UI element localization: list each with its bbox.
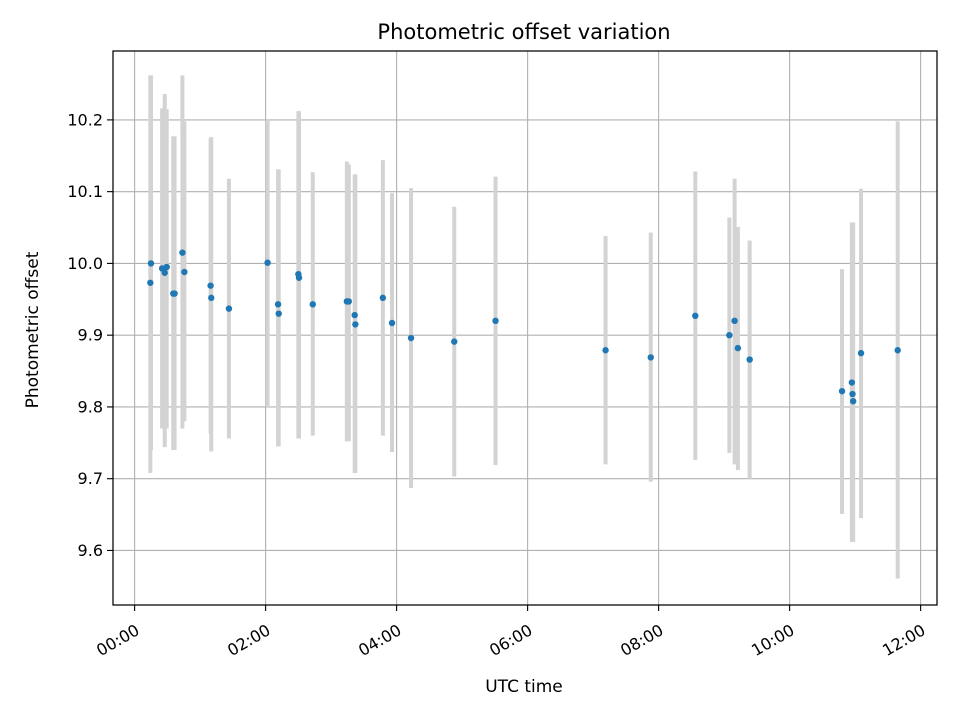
data-point (734, 344, 742, 352)
data-point (345, 298, 353, 305)
data-point (147, 260, 155, 267)
data-point (208, 294, 215, 302)
data-point (147, 279, 154, 286)
data-point (602, 347, 609, 354)
data-point (161, 269, 168, 276)
data-point (309, 301, 316, 308)
y-tick-label: 10.2 (67, 110, 103, 129)
data-point (181, 268, 188, 276)
data-point (379, 294, 387, 302)
data-point (275, 310, 282, 317)
y-tick-label: 9.7 (78, 469, 103, 488)
data-point (857, 349, 865, 357)
data-point (171, 290, 178, 297)
data-point (692, 312, 699, 320)
x-axis-label: UTC time (485, 677, 563, 697)
data-point (849, 390, 856, 398)
y-tick-label: 9.9 (78, 326, 103, 345)
data-point (352, 321, 359, 328)
y-axis-ticks: 9.6 9.7 9.8 9.9 10.0 10.1 10.2 (67, 110, 113, 560)
chart-title: Photometric offset variation (377, 20, 670, 44)
y-tick-label: 10.0 (67, 254, 103, 273)
data-point (207, 282, 214, 289)
y-tick-label: 9.8 (78, 397, 103, 416)
data-point (492, 317, 499, 325)
data-point (838, 387, 846, 395)
data-point (746, 356, 753, 363)
y-axis-label: Photometric offset (23, 251, 43, 408)
data-point (451, 338, 458, 345)
data-point (849, 397, 857, 405)
data-point (726, 331, 733, 339)
data-point (295, 274, 303, 281)
plot-area-frame (112, 50, 938, 606)
data-point (163, 263, 170, 271)
data-point (407, 334, 415, 342)
data-point (225, 305, 233, 312)
data-point (179, 249, 186, 256)
y-tick-label: 10.1 (67, 182, 103, 201)
grid (113, 51, 937, 605)
data-point (731, 317, 738, 325)
data-point (264, 259, 271, 266)
data-point (388, 319, 396, 327)
data-point (848, 379, 856, 386)
data-point (894, 347, 901, 354)
data-point (351, 311, 358, 319)
data-points (147, 249, 901, 405)
data-point (274, 301, 282, 308)
y-tick-label: 9.6 (78, 541, 103, 560)
data-point (647, 354, 654, 361)
